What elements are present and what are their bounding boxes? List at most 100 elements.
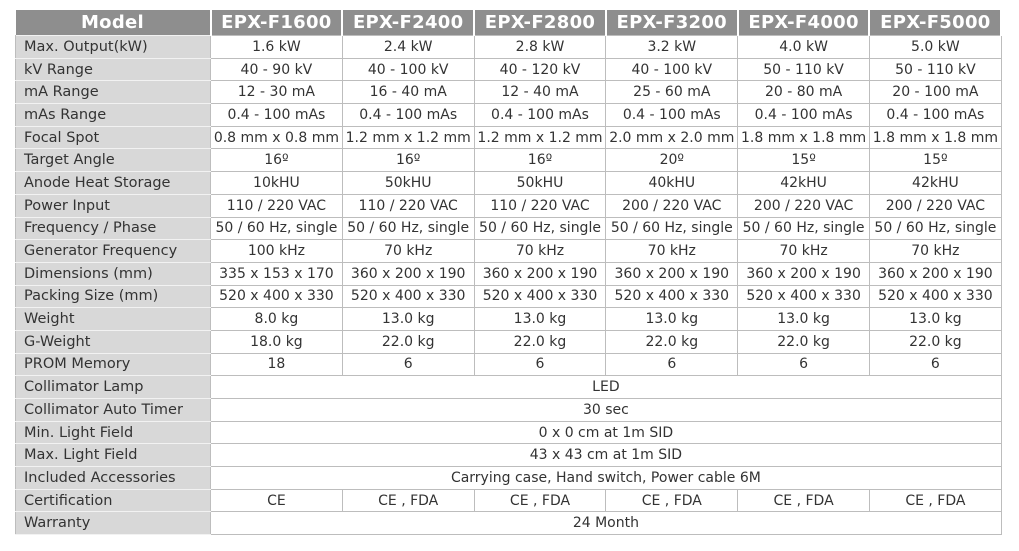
cell-value: 16º [341, 148, 475, 173]
cell-value: 22.0 kg [737, 329, 870, 354]
cell-value: 43 x 43 cm at 1m SID [210, 443, 1002, 468]
cell-value: 40 - 90 kV [210, 57, 343, 82]
header-model-label: Model [15, 10, 212, 36]
cell-value: 0.4 - 100 mAs [473, 103, 607, 127]
cell-value: 40 - 120 kV [473, 57, 607, 82]
cell-value: 2.4 kW [341, 35, 475, 59]
cell-value: 50 / 60 Hz, single [210, 216, 343, 241]
table-row: Weight 8.0 kg 13.0 kg 13.0 kg 13.0 kg 13.0 kg… [15, 307, 1002, 331]
row-label: Focal Spot [15, 125, 211, 150]
cell-value: 20 - 80 mA [737, 80, 870, 105]
cell-value: 520 x 400 x 330 [341, 284, 475, 309]
cell-value: 1.6 kW [210, 35, 343, 59]
cell-value: 12 - 40 mA [473, 80, 607, 105]
row-label: Max. Output(kW) [15, 35, 211, 59]
cell-value: 200 / 220 VAC [868, 193, 1002, 218]
cell-value: CE , FDA [737, 488, 870, 513]
row-label: Min. Light Field [15, 420, 211, 445]
cell-value: CE , FDA [605, 488, 739, 513]
cell-value: 40 - 100 kV [341, 57, 475, 82]
cell-value: 360 x 200 x 190 [737, 261, 870, 286]
cell-value: 20º [605, 148, 739, 173]
cell-value: 25 - 60 mA [605, 80, 739, 105]
cell-value: 70 kHz [341, 239, 475, 263]
cell-value: 30 sec [210, 398, 1002, 422]
cell-value: 4.0 kW [737, 35, 870, 59]
cell-value: 22.0 kg [605, 329, 739, 354]
cell-value: 5.0 kW [868, 35, 1002, 59]
cell-value: 13.0 kg [473, 307, 607, 331]
cell-value: 50 / 60 Hz, single [473, 216, 607, 241]
header-model: EPX-F2800 [474, 10, 607, 36]
table-row: Collimator Auto Timer 30 sec [15, 398, 1002, 422]
cell-value: 110 / 220 VAC [473, 193, 607, 218]
cell-value: 20 - 100 mA [868, 80, 1002, 105]
cell-value: 50 / 60 Hz, single [868, 216, 1002, 241]
cell-value: 13.0 kg [868, 307, 1002, 331]
cell-value: 0 x 0 cm at 1m SID [210, 420, 1002, 445]
table-row: Packing Size (mm) 520 x 400 x 330 520 x 40… [15, 284, 1002, 309]
table-row: Max. Output(kW) 1.6 kW 2.4 kW 2.8 kW 3.2 kW 4… [15, 35, 1002, 59]
cell-value: 18.0 kg [210, 329, 343, 354]
row-label: Dimensions (mm) [15, 261, 211, 286]
spec-table: Model EPX-F1600 EPX-F2400 EPX-F2800 EPX-F320… [15, 10, 1003, 536]
row-label: Anode Heat Storage [15, 171, 211, 195]
cell-value: 13.0 kg [737, 307, 870, 331]
cell-value: 8.0 kg [210, 307, 343, 331]
cell-value: Carrying case, Hand switch, Power cable … [210, 466, 1002, 490]
cell-value: 22.0 kg [341, 329, 475, 354]
cell-value: 360 x 200 x 190 [341, 261, 475, 286]
cell-value: CE , FDA [473, 488, 607, 513]
cell-value: 360 x 200 x 190 [605, 261, 739, 286]
table-row: Collimator Lamp LED [15, 375, 1002, 399]
cell-value: 6 [605, 352, 739, 377]
table-row: Included Accessories Carrying case, Hand … [15, 466, 1002, 490]
cell-value: 110 / 220 VAC [341, 193, 475, 218]
table-row: Anode Heat Storage 10kHU 50kHU 50kHU 40kHU 42… [15, 171, 1002, 195]
cell-value: 1.8 mm x 1.8 mm [737, 125, 870, 150]
cell-value: 0.4 - 100 mAs [210, 103, 343, 127]
cell-value: 15º [737, 148, 870, 173]
header-model: EPX-F5000 [869, 10, 1003, 36]
row-label: Power Input [15, 193, 211, 218]
cell-value: 200 / 220 VAC [737, 193, 870, 218]
cell-value: 22.0 kg [473, 329, 607, 354]
cell-value: 520 x 400 x 330 [737, 284, 870, 309]
cell-value: 40kHU [605, 171, 739, 195]
cell-value: 200 / 220 VAC [605, 193, 739, 218]
cell-value: 1.2 mm x 1.2 mm [473, 125, 607, 150]
cell-value: CE [210, 488, 343, 513]
cell-value: 10kHU [210, 171, 343, 195]
header-model: EPX-F1600 [210, 10, 344, 36]
row-label: Packing Size (mm) [15, 284, 211, 309]
cell-value: 1.8 mm x 1.8 mm [868, 125, 1002, 150]
cell-value: 0.4 - 100 mAs [737, 103, 870, 127]
cell-value: 13.0 kg [605, 307, 739, 331]
cell-value: CE , FDA [341, 488, 475, 513]
table-row: Warranty 24 Month [15, 511, 1002, 536]
header-row: Model EPX-F1600 EPX-F2400 EPX-F2800 EPX-F320… [15, 10, 1003, 36]
row-label: Frequency / Phase [15, 216, 211, 241]
cell-value: 0.8 mm x 0.8 mm [210, 125, 343, 150]
cell-value: 335 x 153 x 170 [210, 261, 343, 286]
row-label: mA Range [15, 80, 211, 105]
cell-value: 70 kHz [473, 239, 607, 263]
cell-value: 520 x 400 x 330 [868, 284, 1002, 309]
header-model: EPX-F4000 [737, 10, 871, 36]
row-label: Included Accessories [15, 466, 211, 490]
row-label: Collimator Auto Timer [15, 398, 211, 422]
cell-value: 13.0 kg [341, 307, 475, 331]
cell-value: 42kHU [868, 171, 1002, 195]
cell-value: 0.4 - 100 mAs [605, 103, 739, 127]
table-row: Min. Light Field 0 x 0 cm at 1m SID [15, 420, 1002, 445]
row-label: Collimator Lamp [15, 375, 211, 399]
cell-value: 50 / 60 Hz, single [605, 216, 739, 241]
cell-value: 6 [737, 352, 870, 377]
row-label: G-Weight [15, 329, 211, 354]
table-row: PROM Memory 18 6 6 6 6 6 [15, 352, 1002, 377]
table-row: Power Input 110 / 220 VAC 110 / 220 VAC 110… [15, 193, 1002, 218]
cell-value: 12 - 30 mA [210, 80, 343, 105]
cell-value: 22.0 kg [868, 329, 1002, 354]
cell-value: 15º [868, 148, 1002, 173]
cell-value: 100 kHz [210, 239, 343, 263]
